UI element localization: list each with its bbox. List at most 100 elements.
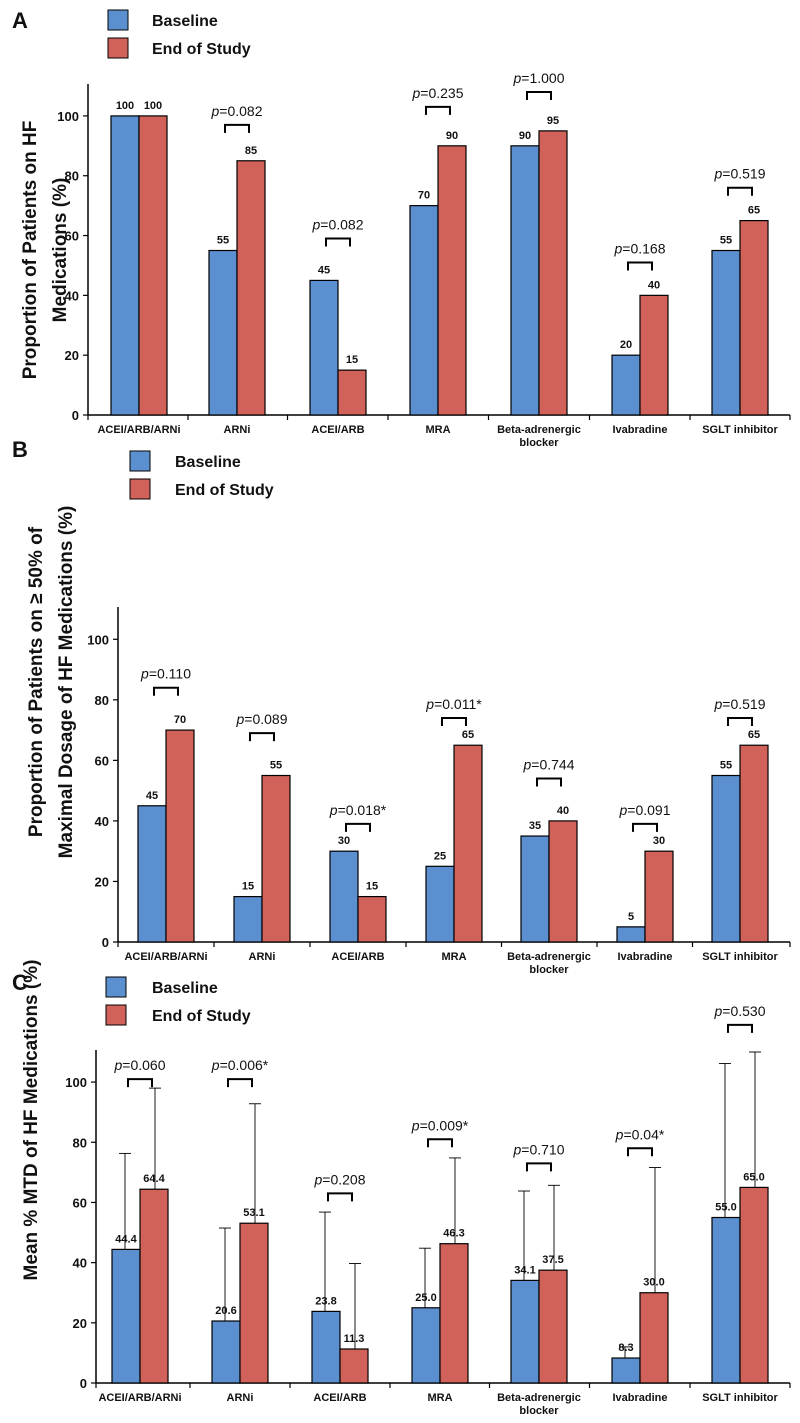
bar-end-of-study <box>357 895 387 943</box>
x-tick-label: Ivabradine <box>612 424 667 436</box>
bar-end-of-study <box>437 145 467 416</box>
bar-end-of-study <box>337 369 367 416</box>
p-value-symbol: p <box>713 1003 722 1019</box>
bar-end-of-study <box>439 1243 469 1384</box>
p-value-symbol: p <box>512 70 521 86</box>
legend-swatch-end-of-study <box>129 478 151 500</box>
significance-bracket <box>153 686 179 696</box>
bar-end-of-study <box>739 1186 769 1384</box>
bar-baseline <box>233 895 263 943</box>
y-tick-label: 20 <box>95 874 109 889</box>
y-axis-label: Maximal Dosage of HF Medications (%) <box>56 506 77 859</box>
significance-bracket <box>727 716 753 726</box>
significance-bracket <box>227 1078 253 1088</box>
y-tick-label: 80 <box>73 1135 87 1150</box>
data-label-end-of-study: 95 <box>547 115 559 127</box>
data-label-baseline: 55 <box>217 235 229 247</box>
y-tick-label: 40 <box>65 288 79 303</box>
legend-label-baseline: Baseline <box>152 13 218 30</box>
data-label-end-of-study: 100 <box>144 100 162 112</box>
data-label-end-of-study: 65 <box>462 729 474 741</box>
p-value-label: p=0.04* <box>615 1126 665 1142</box>
x-tick-label: ARNi <box>224 424 251 436</box>
bar-end-of-study <box>538 1269 568 1384</box>
x-tick-label: ACEI/ARB/ARNi <box>98 1392 181 1404</box>
data-label-baseline: 100 <box>116 100 134 112</box>
y-tick-label: 60 <box>65 229 79 244</box>
significance-bracket <box>727 186 753 196</box>
p-value-label: p=0.710 <box>512 1141 564 1157</box>
y-axis-label: Mean % MTD of HF Medications (%) <box>21 960 42 1281</box>
bar-end-of-study <box>739 219 769 416</box>
data-label-end-of-study: 30 <box>653 835 665 847</box>
p-value-text: =0.519 <box>722 696 765 712</box>
significance-bracket <box>727 1023 753 1033</box>
x-tick-label: MRA <box>425 424 450 436</box>
p-value-label: p=1.000 <box>512 70 564 86</box>
data-label-baseline: 25.0 <box>415 1292 436 1304</box>
legend-swatch-baseline <box>105 976 127 998</box>
x-tick-label: ACEI/ARB <box>311 424 364 436</box>
x-tick-label: MRA <box>427 1392 452 1404</box>
p-value-label: p=0.168 <box>613 240 665 256</box>
p-value-text: =0.710 <box>521 1141 564 1157</box>
p-value-text: =0.006* <box>220 1057 269 1073</box>
legend-label-end-of-study: End of Study <box>175 482 274 499</box>
bar-baseline <box>510 145 540 416</box>
data-label-baseline: 15 <box>242 881 254 893</box>
bar-end-of-study <box>453 744 483 943</box>
data-label-baseline: 55.0 <box>715 1202 736 1214</box>
p-value-label: p=0.082 <box>210 103 262 119</box>
data-label-baseline: 20 <box>620 339 632 351</box>
panel-letter: B <box>12 437 28 462</box>
legend-swatch-end-of-study <box>107 37 129 59</box>
x-tick-label: SGLT inhibitor <box>702 1392 778 1404</box>
panel-letter: A <box>12 8 28 33</box>
data-label-baseline: 90 <box>519 130 531 142</box>
p-value-label: p=0.519 <box>713 696 765 712</box>
legend-label-baseline: Baseline <box>152 980 218 997</box>
data-label-end-of-study: 40 <box>648 279 660 291</box>
x-tick-label: blocker <box>529 964 569 976</box>
p-value-text: =0.082 <box>320 217 363 233</box>
p-value-symbol: p <box>113 1057 122 1073</box>
p-value-symbol: p <box>425 696 434 712</box>
p-value-label: p=0.009* <box>411 1117 469 1133</box>
significance-bracket <box>627 261 653 271</box>
p-value-symbol: p <box>618 802 627 818</box>
data-label-end-of-study: 65 <box>748 729 760 741</box>
data-label-baseline: 35 <box>529 820 541 832</box>
y-tick-label: 80 <box>65 169 79 184</box>
data-label-end-of-study: 70 <box>174 714 186 726</box>
data-label-end-of-study: 46.3 <box>443 1228 464 1240</box>
p-value-symbol: p <box>329 802 338 818</box>
data-label-baseline: 44.4 <box>115 1233 137 1245</box>
panel-b: B Baseline End of Study Proportion of Patie… <box>12 437 791 976</box>
bar-baseline <box>409 205 439 416</box>
x-tick-label: Beta-adrenergic <box>507 951 591 963</box>
bar-baseline <box>137 805 167 943</box>
data-label-baseline: 5 <box>628 911 634 923</box>
data-label-baseline: 45 <box>318 264 330 276</box>
data-label-baseline: 55 <box>720 235 732 247</box>
y-tick-label: 100 <box>57 109 79 124</box>
bar-end-of-study <box>236 160 266 416</box>
significance-bracket <box>627 1147 653 1157</box>
p-value-text: =0.110 <box>149 666 191 682</box>
significance-bracket <box>224 123 250 133</box>
data-label-end-of-study: 15 <box>346 354 358 366</box>
y-tick-label: 60 <box>95 753 109 768</box>
bar-end-of-study <box>138 115 168 416</box>
significance-bracket <box>425 105 451 115</box>
data-label-end-of-study: 85 <box>245 145 257 157</box>
bar-baseline <box>510 1279 540 1384</box>
y-tick-label: 0 <box>72 408 79 423</box>
legend-label-end-of-study: End of Study <box>152 41 251 58</box>
x-tick-label: ACEI/ARB/ARNi <box>124 951 207 963</box>
p-value-text: =0.519 <box>722 166 765 182</box>
bar-baseline <box>711 774 741 943</box>
x-tick-label: ACEI/ARB/ARNi <box>97 424 180 436</box>
bar-baseline <box>520 835 550 943</box>
data-label-baseline: 23.8 <box>315 1295 336 1307</box>
